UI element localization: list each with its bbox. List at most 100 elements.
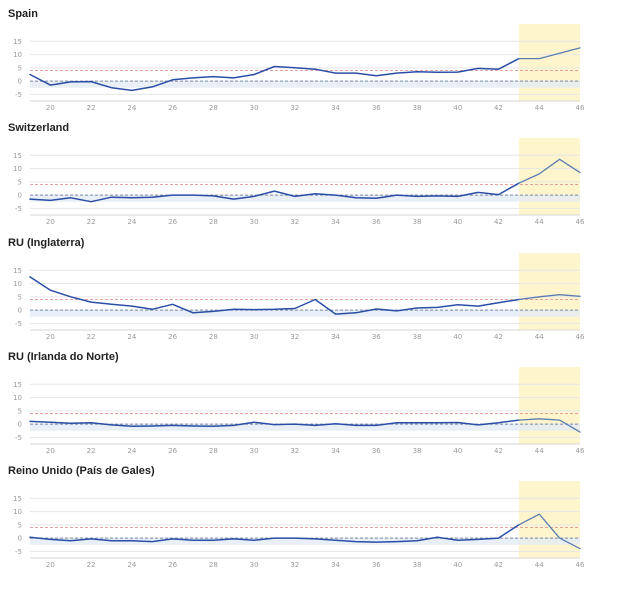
x-tick-label: 26	[168, 218, 177, 226]
x-tick-label: 42	[494, 104, 503, 112]
x-tick-label: 38	[413, 104, 422, 112]
x-tick-label: 32	[290, 104, 299, 112]
series-line	[29, 419, 520, 427]
x-tick-label: 22	[87, 447, 96, 455]
x-tick-label: 30	[250, 447, 259, 455]
x-tick-label: 40	[453, 333, 462, 341]
y-tick-label: 5	[18, 521, 22, 529]
y-tick-label: -5	[15, 91, 22, 99]
x-tick-label: 40	[453, 104, 462, 112]
chart-title: Reino Unido (País de Gales)	[8, 465, 155, 477]
forecast-highlight	[518, 253, 580, 330]
y-tick-label: -5	[15, 434, 22, 442]
x-tick-label: 42	[494, 218, 503, 226]
x-tick-label: 20	[46, 561, 55, 569]
forecast-highlight	[518, 138, 580, 215]
x-tick-label: 24	[127, 104, 136, 112]
baseline-band	[30, 538, 580, 545]
x-tick-label: 32	[290, 333, 299, 341]
x-tick-label: 26	[168, 104, 177, 112]
x-tick-label: 32	[290, 218, 299, 226]
y-tick-label: 10	[13, 280, 22, 288]
x-tick-label: 38	[413, 447, 422, 455]
y-tick-label: 5	[18, 407, 22, 415]
y-tick-label: 15	[13, 38, 22, 46]
y-tick-label: -5	[15, 205, 22, 213]
x-tick-label: 34	[331, 218, 340, 226]
y-tick-label: 10	[13, 508, 22, 516]
forecast-series-line	[518, 294, 581, 301]
forecast-series-line	[518, 158, 581, 184]
x-tick-label: 38	[413, 561, 422, 569]
x-tick-label: 40	[453, 218, 462, 226]
x-tick-label: 46	[576, 333, 585, 341]
x-tick-label: 30	[250, 561, 259, 569]
x-tick-label: 24	[127, 333, 136, 341]
forecast-series-line	[518, 47, 581, 60]
x-tick-label: 26	[168, 447, 177, 455]
x-tick-label: 46	[576, 218, 585, 226]
x-tick-label: 20	[46, 218, 55, 226]
chart-panel-reino-unido-pais-de-gales: Reino Unido (País de Gales) 15 10 5 0 -5 20 22…	[0, 465, 617, 579]
forecast-series-line	[518, 418, 581, 433]
y-tick-label: 10	[13, 51, 22, 59]
x-tick-label: 46	[576, 104, 585, 112]
chart-title: RU (Irlanda do Norte)	[8, 351, 119, 363]
y-tick-label: 15	[13, 267, 22, 275]
line-chart-ru-irlanda-do-norte: 15 10 5 0 -5 20 22 24 26 28 30 32 34 36 38 40 42 44 46	[13, 367, 585, 455]
chart-panel-ru-inglaterra: RU (Inglaterra) 15 10 5 0 -5 20 22 24 26 28 30 32 34…	[0, 237, 617, 351]
x-tick-label: 32	[290, 447, 299, 455]
x-tick-label: 22	[87, 218, 96, 226]
x-tick-label: 22	[87, 561, 96, 569]
x-tick-label: 44	[535, 561, 544, 569]
x-tick-label: 36	[372, 104, 381, 112]
x-tick-label: 46	[576, 447, 585, 455]
chart-panel-spain: Spain 15 10 5 0 -5 20 22 24 26 28 30 32 34 36 38 40 42 44…	[0, 8, 617, 122]
x-tick-label: 34	[331, 447, 340, 455]
x-tick-label: 42	[494, 333, 503, 341]
x-tick-label: 30	[250, 218, 259, 226]
x-tick-label: 40	[453, 561, 462, 569]
x-tick-label: 34	[331, 561, 340, 569]
x-tick-label: 44	[535, 333, 544, 341]
y-tick-label: 5	[18, 178, 22, 186]
x-tick-label: 20	[46, 104, 55, 112]
series-line	[29, 182, 520, 203]
y-tick-label: 10	[13, 165, 22, 173]
line-chart-ru-inglaterra: 15 10 5 0 -5 20 22 24 26 28 30 32 34 36 38 40 42 44 46	[13, 253, 585, 341]
chart-title: Spain	[8, 8, 38, 20]
x-tick-label: 20	[46, 447, 55, 455]
x-tick-label: 24	[127, 561, 136, 569]
chart-title: RU (Inglaterra)	[8, 237, 85, 249]
x-tick-label: 26	[168, 561, 177, 569]
x-tick-label: 40	[453, 447, 462, 455]
baseline-band	[30, 310, 580, 317]
x-tick-label: 36	[372, 561, 381, 569]
series-line	[29, 57, 520, 92]
x-tick-label: 36	[372, 447, 381, 455]
forecast-series-line	[518, 513, 581, 550]
y-tick-label: 15	[13, 152, 22, 160]
y-tick-label: 5	[18, 64, 22, 72]
x-tick-label: 36	[372, 333, 381, 341]
baseline-band	[30, 81, 580, 88]
x-tick-label: 26	[168, 333, 177, 341]
x-tick-label: 30	[250, 104, 259, 112]
y-tick-label: -5	[15, 320, 22, 328]
x-tick-label: 28	[209, 447, 218, 455]
x-tick-label: 44	[535, 218, 544, 226]
x-tick-label: 28	[209, 561, 218, 569]
x-tick-label: 28	[209, 218, 218, 226]
y-tick-label: 5	[18, 293, 22, 301]
line-chart-spain: 15 10 5 0 -5 20 22 24 26 28 30 32 34 36 38 40 42 44 46	[13, 24, 585, 112]
x-tick-label: 28	[209, 104, 218, 112]
x-tick-label: 44	[535, 447, 544, 455]
y-tick-label: 15	[13, 381, 22, 389]
x-tick-label: 42	[494, 561, 503, 569]
series-line	[29, 276, 520, 315]
x-tick-label: 44	[535, 104, 544, 112]
y-tick-label: 0	[18, 421, 22, 429]
series-line	[29, 524, 520, 543]
x-tick-label: 22	[87, 333, 96, 341]
baseline-band	[30, 195, 580, 202]
